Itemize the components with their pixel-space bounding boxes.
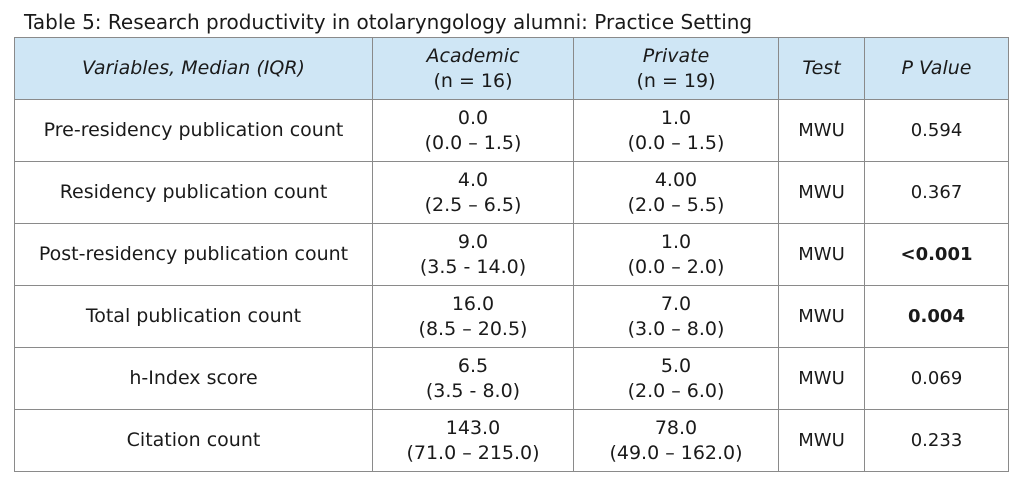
test-cell: MWU — [778, 99, 865, 162]
test-cell: MWU — [778, 223, 865, 286]
private-cell: 1.0 (0.0 – 1.5) — [573, 99, 779, 162]
variable-cell: Citation count — [14, 409, 373, 472]
academic-median: 0.0 — [457, 106, 489, 129]
p-value-cell: 0.594 — [864, 99, 1009, 162]
table-row: Residency publication count 4.0 (2.5 – 6.5… — [14, 161, 1009, 224]
private-iqr: (0.0 – 2.0) — [627, 255, 725, 278]
academic-iqr: (0.0 – 1.5) — [424, 131, 522, 154]
header-private-n: (n = 19) — [636, 69, 716, 92]
header-variables: Variables, Median (IQR) — [14, 37, 373, 100]
private-median: 1.0 — [660, 106, 692, 129]
private-iqr: (3.0 – 8.0) — [627, 317, 725, 340]
table-caption: Table 5: Research productivity in otolar… — [24, 10, 753, 34]
p-value-cell: 0.367 — [864, 161, 1009, 224]
table-row: Total publication count 16.0 (8.5 – 20.5) 7… — [14, 285, 1009, 348]
header-academic: Academic (n = 16) — [372, 37, 574, 100]
private-median: 5.0 — [660, 354, 692, 377]
test-cell: MWU — [778, 347, 865, 410]
test-cell: MWU — [778, 161, 865, 224]
private-median: 7.0 — [660, 292, 692, 315]
academic-median: 16.0 — [451, 292, 495, 315]
academic-cell: 143.0 (71.0 – 215.0) — [372, 409, 574, 472]
table-row: Post-residency publication count 9.0 (3.5 … — [14, 223, 1009, 286]
header-academic-label: Academic — [426, 44, 520, 67]
private-iqr: (2.0 – 6.0) — [627, 379, 725, 402]
test-cell: MWU — [778, 285, 865, 348]
table-row: Pre-residency publication count 0.0 (0.0 –… — [14, 99, 1009, 162]
academic-cell: 6.5 (3.5 - 8.0) — [372, 347, 574, 410]
academic-cell: 9.0 (3.5 - 14.0) — [372, 223, 574, 286]
private-median: 78.0 — [654, 416, 698, 439]
p-value-cell: 0.004 — [864, 285, 1009, 348]
header-academic-n: (n = 16) — [433, 69, 513, 92]
variable-cell: Post-residency publication count — [14, 223, 373, 286]
private-median: 4.00 — [654, 168, 698, 191]
table-header: Variables, Median (IQR) Academic (n = 16… — [14, 37, 1009, 100]
academic-median: 6.5 — [457, 354, 489, 377]
p-value-cell: 0.233 — [864, 409, 1009, 472]
private-cell: 1.0 (0.0 – 2.0) — [573, 223, 779, 286]
private-cell: 4.00 (2.0 – 5.5) — [573, 161, 779, 224]
table-row: h-Index score 6.5 (3.5 - 8.0) 5.0 (2.0 – 6.0… — [14, 347, 1009, 410]
private-iqr: (0.0 – 1.5) — [627, 131, 725, 154]
p-value-cell: 0.069 — [864, 347, 1009, 410]
header-private-label: Private — [642, 44, 710, 67]
academic-iqr: (3.5 - 14.0) — [419, 255, 527, 278]
variable-cell: Total publication count — [14, 285, 373, 348]
variable-cell: h-Index score — [14, 347, 373, 410]
p-value-cell: <0.001 — [864, 223, 1009, 286]
results-table: Variables, Median (IQR) Academic (n = 16… — [14, 37, 1009, 472]
table-row: Citation count 143.0 (71.0 – 215.0) 78.0 (49… — [14, 409, 1009, 472]
academic-median: 4.0 — [457, 168, 489, 191]
header-private: Private (n = 19) — [573, 37, 779, 100]
academic-median: 9.0 — [457, 230, 489, 253]
academic-iqr: (8.5 – 20.5) — [418, 317, 528, 340]
academic-cell: 0.0 (0.0 – 1.5) — [372, 99, 574, 162]
header-test: Test — [778, 37, 865, 100]
private-cell: 78.0 (49.0 – 162.0) — [573, 409, 779, 472]
variable-cell: Pre-residency publication count — [14, 99, 373, 162]
private-cell: 5.0 (2.0 – 6.0) — [573, 347, 779, 410]
table-body: Pre-residency publication count 0.0 (0.0 –… — [14, 99, 1009, 472]
header-row: Variables, Median (IQR) Academic (n = 16… — [14, 37, 1009, 100]
header-p-value: P Value — [864, 37, 1009, 100]
academic-median: 143.0 — [445, 416, 501, 439]
private-median: 1.0 — [660, 230, 692, 253]
academic-cell: 16.0 (8.5 – 20.5) — [372, 285, 574, 348]
academic-iqr: (3.5 - 8.0) — [425, 379, 521, 402]
test-cell: MWU — [778, 409, 865, 472]
private-iqr: (2.0 – 5.5) — [627, 193, 725, 216]
academic-iqr: (71.0 – 215.0) — [406, 441, 540, 464]
academic-iqr: (2.5 – 6.5) — [424, 193, 522, 216]
variable-cell: Residency publication count — [14, 161, 373, 224]
private-iqr: (49.0 – 162.0) — [609, 441, 743, 464]
academic-cell: 4.0 (2.5 – 6.5) — [372, 161, 574, 224]
private-cell: 7.0 (3.0 – 8.0) — [573, 285, 779, 348]
